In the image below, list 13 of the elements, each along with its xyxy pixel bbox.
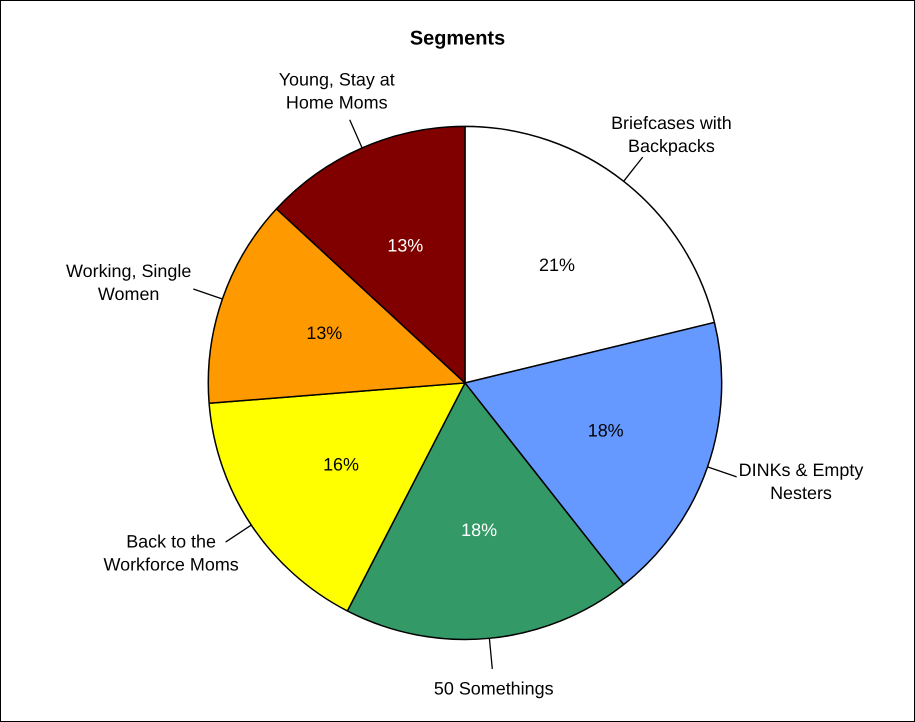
slice-label: 50 Somethings [434,678,554,698]
slice-label: Back to the Workforce Moms [103,532,239,575]
data-label: 13% [387,236,424,256]
slice-label: Briefcases with Backpacks [611,113,732,156]
slice-label: Working, Single Women [66,261,192,304]
data-label: 18% [461,520,498,540]
slice-label: DINKs & Empty Nesters [738,460,864,503]
slice-label: Young, Stay at Home Moms [278,70,395,113]
chart-title: Segments [410,27,506,50]
data-label: 21% [539,254,576,275]
data-label: 13% [306,323,342,344]
data-label: 16% [323,454,360,474]
data-label: 18% [588,420,624,441]
